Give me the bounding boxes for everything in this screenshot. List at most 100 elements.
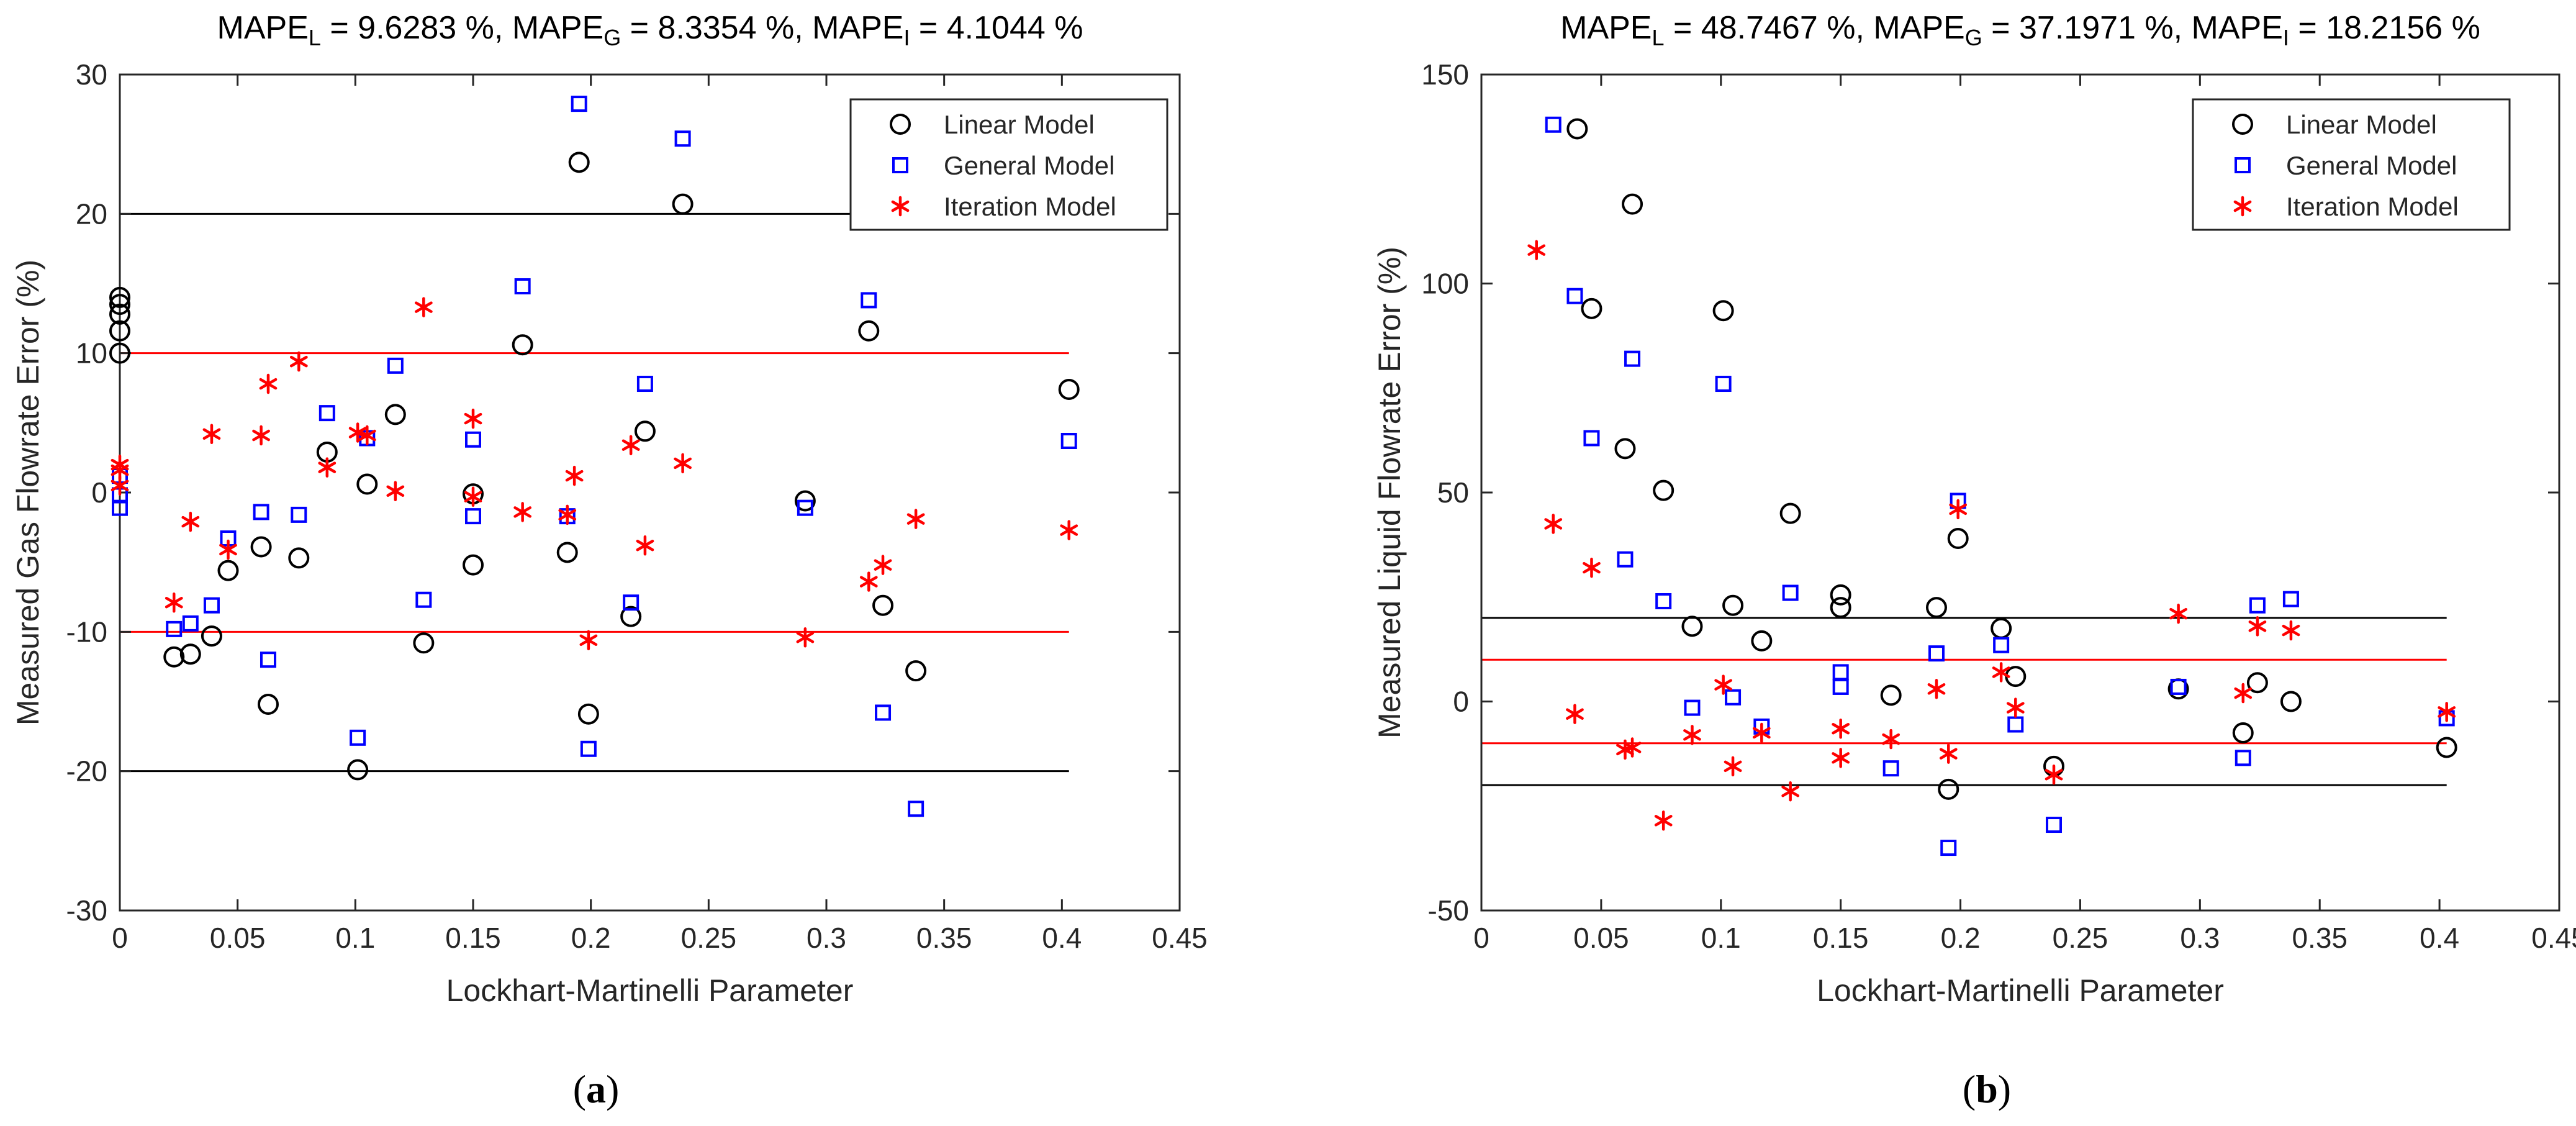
data-point — [260, 652, 276, 668]
x-tick-label: 0.35 — [2292, 922, 2348, 954]
x-tick-label: 0 — [112, 922, 128, 954]
data-point — [1722, 594, 1744, 616]
data-point — [1781, 781, 1800, 802]
data-point — [386, 481, 405, 502]
data-point — [1938, 778, 1959, 800]
data-point — [257, 693, 279, 715]
data-point — [358, 425, 376, 446]
data-point — [558, 504, 577, 525]
data-point — [201, 625, 222, 647]
data-point — [908, 801, 924, 817]
data-point — [1624, 350, 1641, 367]
data-point — [291, 506, 307, 523]
data-point — [1993, 637, 2010, 653]
panel-caption: (a) — [573, 1067, 620, 1111]
y-tick-label: -50 — [1428, 894, 1469, 927]
x-tick-label: 0.25 — [2053, 922, 2108, 954]
y-tick-label: 0 — [1453, 686, 1469, 718]
data-point — [514, 278, 531, 294]
data-point — [1614, 438, 1636, 460]
series-linear-model — [109, 152, 1080, 781]
x-tick-label: 0.15 — [1813, 922, 1869, 954]
data-point — [2169, 603, 2187, 624]
y-axis-label: Measured Gas Flowrate Error (%) — [11, 260, 45, 725]
data-point — [109, 294, 130, 316]
data-point — [2232, 722, 2254, 743]
legend-marker — [890, 114, 911, 135]
data-point — [1714, 674, 1733, 695]
data-point — [861, 292, 877, 309]
data-point — [2248, 616, 2267, 637]
data-point — [1752, 722, 1771, 743]
data-point — [796, 627, 815, 648]
data-point — [1712, 300, 1734, 322]
data-point — [384, 404, 406, 425]
x-tick-label: 0.05 — [1573, 922, 1629, 954]
data-point — [1684, 699, 1701, 716]
x-tick-label: 0.3 — [2180, 922, 2220, 954]
data-point — [2170, 678, 2187, 695]
legend: Linear Model General Model Iteration Model — [2192, 98, 2511, 231]
data-point — [1880, 684, 1902, 706]
data-point — [565, 465, 584, 486]
x-tick-label: 0.3 — [807, 922, 846, 954]
legend-label: Iteration Model — [944, 192, 1116, 221]
data-point — [250, 536, 272, 558]
data-point — [2046, 817, 2063, 833]
y-tick-label: -20 — [66, 755, 107, 788]
data-point — [1566, 704, 1584, 724]
data-point — [2234, 683, 2253, 704]
legend-label: General Model — [2286, 151, 2457, 180]
data-point — [109, 320, 130, 342]
legend-marker — [891, 196, 910, 217]
data-point — [2235, 750, 2251, 766]
data-point — [414, 297, 433, 317]
data-point — [577, 703, 599, 725]
y-tick-label: 150 — [1421, 58, 1469, 91]
data-point — [797, 499, 813, 516]
data-point — [620, 606, 642, 627]
y-tick-label: 100 — [1421, 268, 1469, 300]
y-tick-label: 20 — [76, 198, 107, 230]
data-point — [318, 457, 337, 478]
data-point — [1060, 432, 1077, 449]
data-point — [1832, 664, 1849, 681]
data-point — [1681, 615, 1703, 637]
data-point — [1751, 630, 1773, 652]
series-iteration-model — [111, 297, 1078, 651]
data-point — [1060, 520, 1078, 540]
data-point — [2246, 672, 2268, 694]
data-point — [1583, 430, 1600, 447]
series-general-model — [1545, 116, 2455, 856]
legend-label: Iteration Model — [2286, 192, 2459, 221]
data-point — [1623, 737, 1642, 758]
chart-title: MAPEL = 9.6283 %, MAPEG = 8.3354 %, MAPE… — [217, 10, 1083, 50]
data-point — [1940, 840, 1957, 856]
legend-marker — [2232, 114, 2253, 135]
x-tick-label: 0.4 — [2420, 922, 2459, 954]
legend: Linear Model General Model Iteration Model — [849, 98, 1168, 231]
data-point — [289, 351, 308, 372]
data-point — [859, 571, 878, 592]
panel-caption: (b) — [1963, 1067, 2011, 1111]
data-point — [1949, 499, 1968, 520]
data-point — [166, 620, 183, 637]
data-point — [1830, 584, 1851, 606]
data-point — [1654, 810, 1673, 831]
data-point — [1581, 297, 1602, 319]
data-point — [1655, 593, 1672, 609]
x-tick-label: 0.15 — [445, 922, 501, 954]
series-iteration-model — [1527, 240, 2456, 831]
x-tick-label: 0.4 — [1042, 922, 1082, 954]
y-tick-label: 30 — [76, 58, 107, 91]
data-point — [512, 334, 533, 356]
data-point — [636, 376, 653, 393]
data-point — [1832, 678, 1849, 695]
data-point — [1832, 718, 1850, 739]
data-point — [252, 425, 270, 446]
legend-marker — [892, 157, 908, 173]
data-point — [387, 357, 404, 374]
data-point — [163, 646, 185, 668]
data-point — [872, 594, 894, 616]
